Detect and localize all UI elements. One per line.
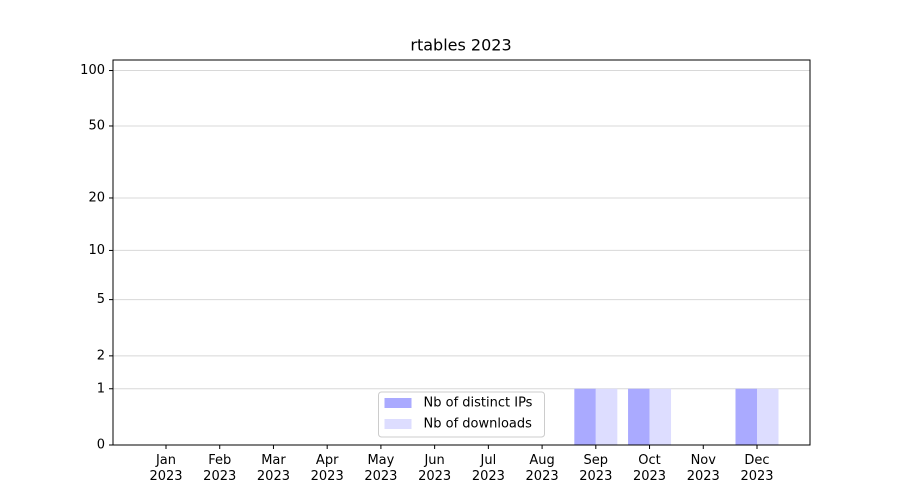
- bar: [628, 388, 650, 445]
- y-tick-label: 20: [88, 190, 105, 205]
- x-tick-label: Nov 2023: [686, 453, 720, 484]
- y-tick-label: 1: [97, 381, 105, 396]
- x-tick-label: May 2023: [364, 453, 398, 484]
- legend-label: Nb of downloads: [424, 417, 533, 432]
- legend-swatch: [384, 398, 412, 408]
- y-tick-label: 2: [97, 348, 105, 363]
- x-tick-label: Feb 2023: [203, 453, 237, 484]
- x-tick-label: Jan 2023: [149, 453, 183, 484]
- y-tick-label: 10: [88, 243, 105, 258]
- x-tick-label: Sep 2023: [579, 453, 613, 484]
- legend-box: [378, 391, 545, 438]
- x-tick-label: Jun 2023: [418, 453, 452, 484]
- x-tick-label: Jul 2023: [471, 453, 505, 484]
- legend: Nb of distinct IPs Nb of downloads: [378, 391, 545, 438]
- chart-title: rtables 2023: [410, 36, 511, 55]
- bar: [574, 388, 596, 445]
- legend-label: Nb of distinct IPs: [424, 396, 533, 411]
- x-tick-label: Aug 2023: [525, 453, 559, 484]
- y-tick-label: 100: [80, 63, 105, 78]
- x-tick-label: Mar 2023: [256, 453, 290, 484]
- bar: [735, 388, 757, 445]
- y-tick-label: 50: [88, 118, 105, 133]
- bar: [757, 388, 779, 445]
- y-tick-label: 0: [97, 438, 105, 453]
- bar: [595, 388, 618, 445]
- x-tick-label: Dec 2023: [740, 453, 774, 484]
- x-tick-label: Oct 2023: [632, 453, 667, 484]
- legend-swatch: [384, 419, 412, 429]
- bar: [649, 388, 672, 445]
- x-tick-label: Apr 2023: [310, 453, 344, 484]
- plot-frame: [112, 59, 811, 446]
- y-tick-label: 5: [97, 292, 105, 307]
